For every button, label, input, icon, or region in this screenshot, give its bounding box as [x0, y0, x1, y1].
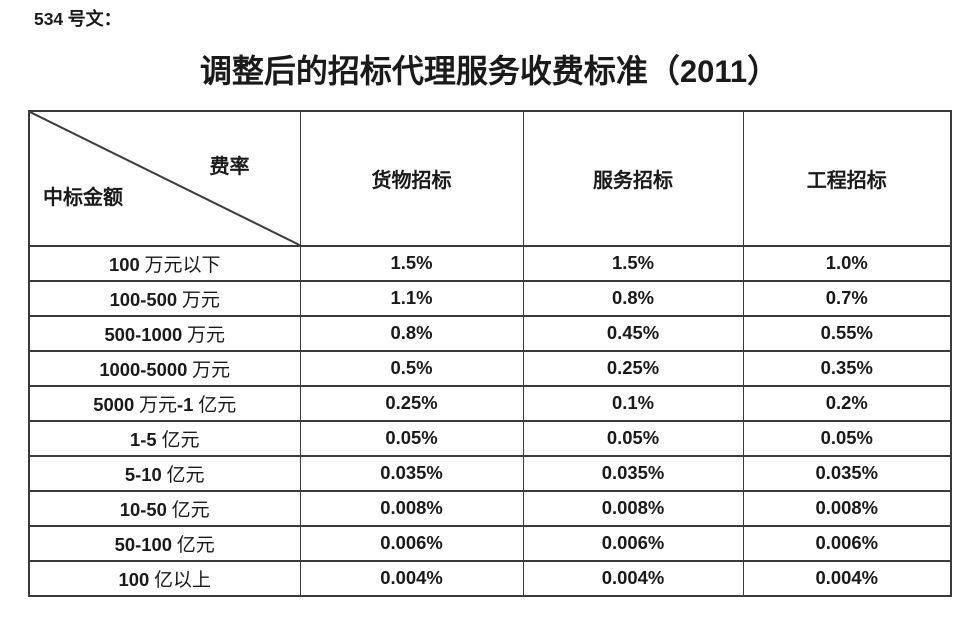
rate-cell: 0.006% [522, 525, 744, 562]
rate-cell: 0.008% [522, 490, 744, 527]
fee-table-body: 100 万元以下 1.5% 1.5% 1.0% 100-500 万元 1.1% 0.8% 0.… [28, 245, 952, 597]
rate-cell: 0.05% [742, 420, 952, 457]
rate-cell: 0.2% [742, 385, 952, 422]
rate-cell: 0.8% [522, 280, 744, 317]
rate-cell: 0.45% [522, 315, 744, 352]
rate-cell: 0.25% [299, 385, 524, 422]
rate-cell: 0.1% [522, 385, 744, 422]
table-row: 1000-5000 万元 0.5% 0.25% 0.35% [28, 350, 952, 387]
rate-cell: 0.008% [742, 490, 952, 527]
rate-cell: 0.035% [742, 455, 952, 492]
rate-cell: 0.035% [299, 455, 524, 492]
amount-range-cell: 100-500 万元 [28, 280, 301, 317]
rate-cell: 0.7% [742, 280, 952, 317]
rate-cell: 0.006% [742, 525, 952, 562]
column-header-service-bidding: 服务招标 [522, 110, 744, 247]
fee-table: 费率 中标金额 货物招标 服务招标 工程招标 100 万元以下 1.5% 1.5% 1… [28, 110, 952, 597]
page-title: 调整后的招标代理服务收费标准（2011） [199, 53, 780, 89]
amount-range-cell: 5-10 亿元 [28, 455, 301, 492]
column-header-engineering-bidding: 工程招标 [742, 110, 952, 247]
table-row: 500-1000 万元 0.8% 0.45% 0.55% [28, 315, 952, 352]
rate-cell: 0.35% [742, 350, 952, 387]
rate-cell: 0.004% [299, 560, 524, 597]
rate-cell: 0.55% [742, 315, 952, 352]
rate-cell: 0.004% [742, 560, 952, 597]
table-row: 100 亿以上 0.004% 0.004% 0.004% [28, 560, 952, 597]
amount-range-cell: 1-5 亿元 [28, 420, 301, 457]
rate-cell: 1.5% [522, 245, 744, 282]
rate-cell: 0.8% [299, 315, 524, 352]
table-row: 50-100 亿元 0.006% 0.006% 0.006% [28, 525, 952, 562]
rate-cell: 0.006% [299, 525, 524, 562]
amount-range-cell: 1000-5000 万元 [28, 350, 301, 387]
corner-label-bid-amount: 中标金额 [43, 187, 123, 209]
column-header-goods-bidding: 货物招标 [299, 110, 524, 247]
header-row: 费率 中标金额 货物招标 服务招标 工程招标 [28, 110, 952, 247]
table-row: 1-5 亿元 0.05% 0.05% 0.05% [28, 420, 952, 457]
table-row: 5000 万元-1 亿元 0.25% 0.1% 0.2% [28, 385, 952, 422]
fee-table-header: 费率 中标金额 货物招标 服务招标 工程招标 [28, 110, 952, 247]
rate-cell: 1.5% [299, 245, 524, 282]
doc-number: 534 号文： [34, 9, 122, 29]
rate-cell: 0.25% [522, 350, 744, 387]
diagonal-line [30, 112, 300, 245]
amount-range-cell: 5000 万元-1 亿元 [28, 385, 301, 422]
amount-range-cell: 50-100 亿元 [28, 525, 301, 562]
table-row: 100 万元以下 1.5% 1.5% 1.0% [28, 245, 952, 282]
rate-cell: 1.1% [299, 280, 524, 317]
rate-cell: 0.05% [299, 420, 524, 457]
amount-range-cell: 100 亿以上 [28, 560, 301, 597]
table-row: 5-10 亿元 0.035% 0.035% 0.035% [28, 455, 952, 492]
rate-cell: 1.0% [742, 245, 952, 282]
corner-label-rate: 费率 [209, 156, 250, 178]
rate-cell: 0.008% [299, 490, 524, 527]
rate-cell: 0.035% [522, 455, 744, 492]
amount-range-cell: 10-50 亿元 [28, 490, 301, 527]
amount-range-cell: 500-1000 万元 [28, 315, 301, 352]
rate-cell: 0.05% [522, 420, 744, 457]
corner-cell: 费率 中标金额 [28, 110, 301, 247]
rate-cell: 0.5% [299, 350, 524, 387]
table-row: 10-50 亿元 0.008% 0.008% 0.008% [28, 490, 952, 527]
amount-range-cell: 100 万元以下 [28, 245, 301, 282]
table-row: 100-500 万元 1.1% 0.8% 0.7% [28, 280, 952, 317]
rate-cell: 0.004% [522, 560, 744, 597]
